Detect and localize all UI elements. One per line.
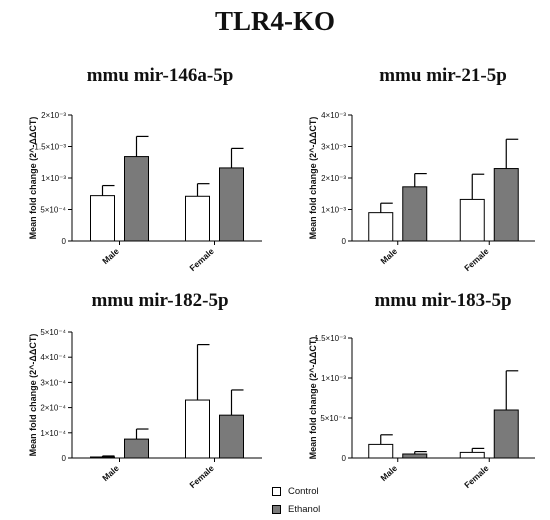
legend: Control Ethanol [272,484,320,520]
legend-swatch-control [272,487,281,496]
y-tick-label: 2×10⁻³ [41,111,66,120]
x-tick-label: Male [100,463,121,483]
y-tick-label: 0 [342,454,347,463]
x-tick-label: Male [100,246,121,266]
y-tick-label: 5×10⁻⁴ [320,414,346,423]
y-tick-label: 3×10⁻³ [321,143,346,152]
y-tick-label: 1×10⁻³ [321,206,346,215]
y-tick-label: 1×10⁻⁴ [40,429,66,438]
y-axis-label: Mean fold change (2^-ΔΔCT) [28,117,38,240]
y-tick-label: 2×10⁻³ [321,174,346,183]
bar-ethanol [493,168,519,242]
figure-title: TLR4-KO [214,6,335,36]
y-tick-label: 4×10⁻³ [321,111,346,120]
bar-ethanol [124,156,149,242]
bar-ethanol [219,167,244,242]
y-tick-label: 0 [62,237,67,246]
x-tick-label: Male [378,246,399,266]
bar-control [90,456,115,459]
y-tick-label: 5×10⁻⁴ [40,206,66,215]
bar-ethanol [402,453,428,459]
panel-title: mmu mir-21-5p [379,65,507,86]
panel-title: mmu mir-146a-5p [87,65,234,86]
y-axis-label: Mean fold change (2^-ΔΔCT) [308,117,318,240]
y-tick-label: 1×10⁻³ [41,174,66,183]
bar-ethanol [124,438,149,459]
legend-item-ethanol: Ethanol [272,502,320,517]
x-tick-label: Female [462,246,491,273]
legend-swatch-ethanol [272,505,281,514]
panel-title: mmu mir-183-5p [374,290,511,311]
bar-control [185,399,210,459]
x-tick-label: Female [187,463,216,490]
y-tick-label: 4×10⁻⁴ [40,353,66,362]
bar-control [459,198,485,242]
y-tick-label: 5×10⁻⁴ [40,328,66,337]
bar-control [368,212,394,242]
bar-ethanol [493,409,519,459]
y-tick-label: 0 [342,237,347,246]
bar-control [185,195,210,242]
y-tick-label: 2×10⁻⁴ [40,404,66,413]
legend-label-ethanol: Ethanol [288,504,321,515]
y-tick-label: 0 [62,454,67,463]
legend-item-control: Control [272,484,320,499]
x-tick-label: Male [378,463,399,483]
x-tick-label: Female [462,463,491,490]
y-axis-label: Mean fold change (2^-ΔΔCT) [28,334,38,457]
bar-control [368,443,394,459]
y-tick-label: 1.5×10⁻³ [314,334,346,343]
y-axis-label: Mean fold change (2^-ΔΔCT) [308,337,318,460]
y-tick-label: 1×10⁻³ [321,374,346,383]
legend-label-control: Control [288,486,319,497]
x-tick-label: Female [187,246,216,273]
bar-ethanol [402,186,428,242]
bar-control [90,195,115,242]
panel-title: mmu mir-182-5p [91,290,228,311]
y-tick-label: 1.5×10⁻³ [34,143,66,152]
bar-control [459,451,485,459]
y-tick-label: 3×10⁻⁴ [40,378,66,387]
bar-ethanol [219,414,244,459]
